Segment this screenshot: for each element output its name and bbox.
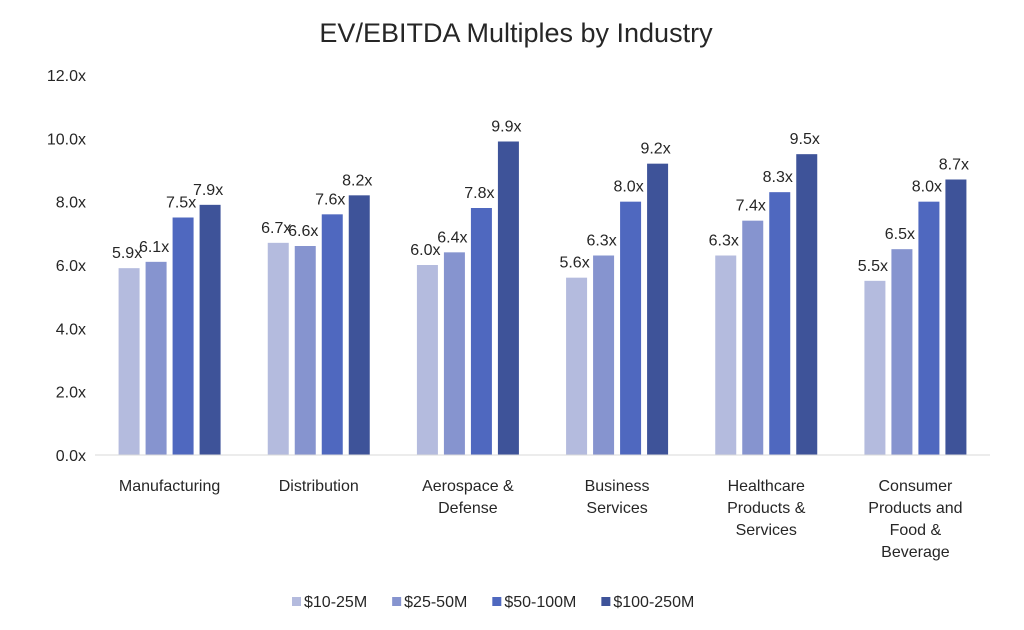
data-label: 7.5x xyxy=(166,195,196,212)
bar xyxy=(470,208,492,455)
data-label: 5.6x xyxy=(559,255,589,272)
x-tick-label: Consumer xyxy=(879,478,953,495)
bar xyxy=(796,154,818,455)
legend-swatch xyxy=(292,597,301,606)
bar xyxy=(416,265,438,455)
x-tick-label: Products and xyxy=(868,500,962,517)
data-label: 8.0x xyxy=(613,179,643,196)
bar xyxy=(348,195,370,456)
bar xyxy=(864,280,886,455)
bar xyxy=(443,252,465,455)
data-label: 7.6x xyxy=(315,191,345,208)
x-tick-label: Business xyxy=(585,478,650,495)
data-label: 8.2x xyxy=(342,172,372,189)
y-axis: 0.0x 2.0x 4.0x 6.0x 8.0x 10.0x 12.0x xyxy=(47,68,86,465)
data-label: 6.1x xyxy=(139,239,169,256)
bars: 5.9x6.1x 7.5x7.9x 6.7x6.6x 7.6x 8.2x 6.0x6.4x… xyxy=(112,119,969,456)
data-label: 7.4x xyxy=(736,198,766,215)
data-label: 8.7x xyxy=(939,157,969,174)
legend: $10-25M $25-50M $50-100M $100-250M xyxy=(292,594,694,611)
legend-label: $50-100M xyxy=(504,594,576,611)
data-label: 6.6x xyxy=(288,223,318,240)
legend-label: $25-50M xyxy=(404,594,467,611)
y-tick-label: 4.0x xyxy=(56,321,86,338)
data-label: 6.0x xyxy=(410,242,440,259)
x-tick-label: Distribution xyxy=(279,478,359,495)
legend-swatch xyxy=(601,597,611,606)
data-label: 9.2x xyxy=(640,141,670,158)
legend-swatch xyxy=(492,597,502,606)
bar xyxy=(945,179,967,455)
legend-swatch xyxy=(392,597,402,606)
bar xyxy=(891,249,913,455)
y-tick-label: 0.0x xyxy=(56,448,86,465)
y-tick-label: 12.0x xyxy=(47,68,86,85)
data-label: 9.5x xyxy=(790,131,820,148)
x-tick-label: Products & xyxy=(727,500,806,517)
bar xyxy=(199,204,221,455)
data-label: 8.0x xyxy=(912,179,942,196)
bar xyxy=(321,214,343,455)
data-label: 6.5x xyxy=(885,226,915,243)
y-tick-label: 8.0x xyxy=(56,195,86,212)
data-label: 6.7x xyxy=(261,220,291,237)
bar xyxy=(497,141,519,455)
data-label: 5.9x xyxy=(112,245,142,262)
bar xyxy=(118,268,140,455)
bar xyxy=(145,261,167,455)
bar xyxy=(172,217,194,455)
data-label: 8.3x xyxy=(763,169,793,186)
x-tick-label: Manufacturing xyxy=(119,478,220,495)
bar xyxy=(620,201,642,455)
x-tick-label: Defense xyxy=(438,500,498,517)
data-label: 7.8x xyxy=(464,185,494,202)
data-label: 7.9x xyxy=(193,182,223,199)
y-tick-label: 10.0x xyxy=(47,131,86,148)
x-tick-label: Beverage xyxy=(881,544,950,561)
data-label: 6.4x xyxy=(437,229,467,246)
bar xyxy=(647,163,669,455)
x-tick-label: Food & xyxy=(890,522,942,539)
x-axis: Manufacturing Distribution Aerospace & Defe… xyxy=(95,454,990,561)
bar xyxy=(918,201,940,455)
bar xyxy=(769,192,791,455)
data-label: 6.3x xyxy=(586,233,616,250)
bar xyxy=(566,277,588,455)
bar xyxy=(593,255,615,455)
legend-label: $10-25M xyxy=(304,594,367,611)
x-tick-label: Services xyxy=(736,522,797,539)
y-tick-label: 6.0x xyxy=(56,258,86,275)
legend-label: $100-250M xyxy=(613,594,694,611)
bar xyxy=(742,220,764,455)
bar xyxy=(267,242,289,455)
bar xyxy=(715,255,737,455)
y-tick-label: 2.0x xyxy=(56,385,86,402)
bar xyxy=(294,246,316,455)
data-label: 9.9x xyxy=(491,119,521,136)
data-label: 5.5x xyxy=(858,258,888,275)
data-label: 6.3x xyxy=(709,233,739,250)
chart-title: EV/EBITDA Multiples by Industry xyxy=(319,18,713,48)
x-tick-label: Aerospace & xyxy=(422,478,514,495)
x-tick-label: Services xyxy=(586,500,647,517)
x-tick-label: Healthcare xyxy=(728,478,805,495)
